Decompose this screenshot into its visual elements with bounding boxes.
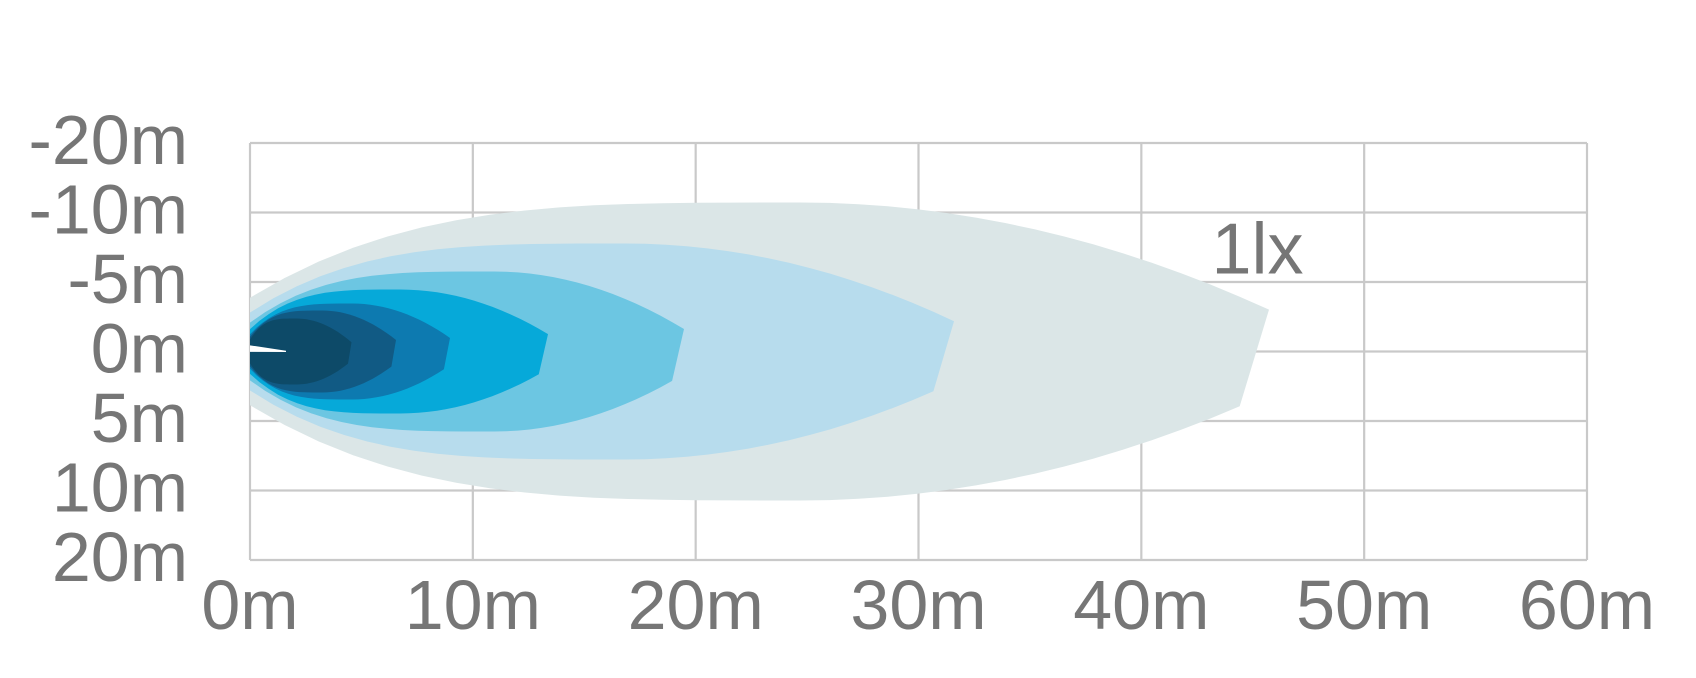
svg-text:-10m: -10m <box>29 171 188 249</box>
svg-text:50m: 50m <box>1296 566 1432 644</box>
svg-text:20m: 20m <box>52 518 188 596</box>
svg-text:10m: 10m <box>405 566 541 644</box>
svg-text:1lx: 1lx <box>1212 209 1304 289</box>
svg-text:40m: 40m <box>1073 566 1209 644</box>
svg-text:0m: 0m <box>91 310 188 388</box>
svg-text:30m: 30m <box>850 566 986 644</box>
svg-text:-20m: -20m <box>29 101 188 179</box>
svg-text:5m: 5m <box>91 379 188 457</box>
svg-text:0m: 0m <box>201 566 298 644</box>
svg-text:-5m: -5m <box>67 240 188 318</box>
svg-text:60m: 60m <box>1519 566 1655 644</box>
svg-text:10m: 10m <box>52 449 188 527</box>
svg-text:20m: 20m <box>628 566 764 644</box>
